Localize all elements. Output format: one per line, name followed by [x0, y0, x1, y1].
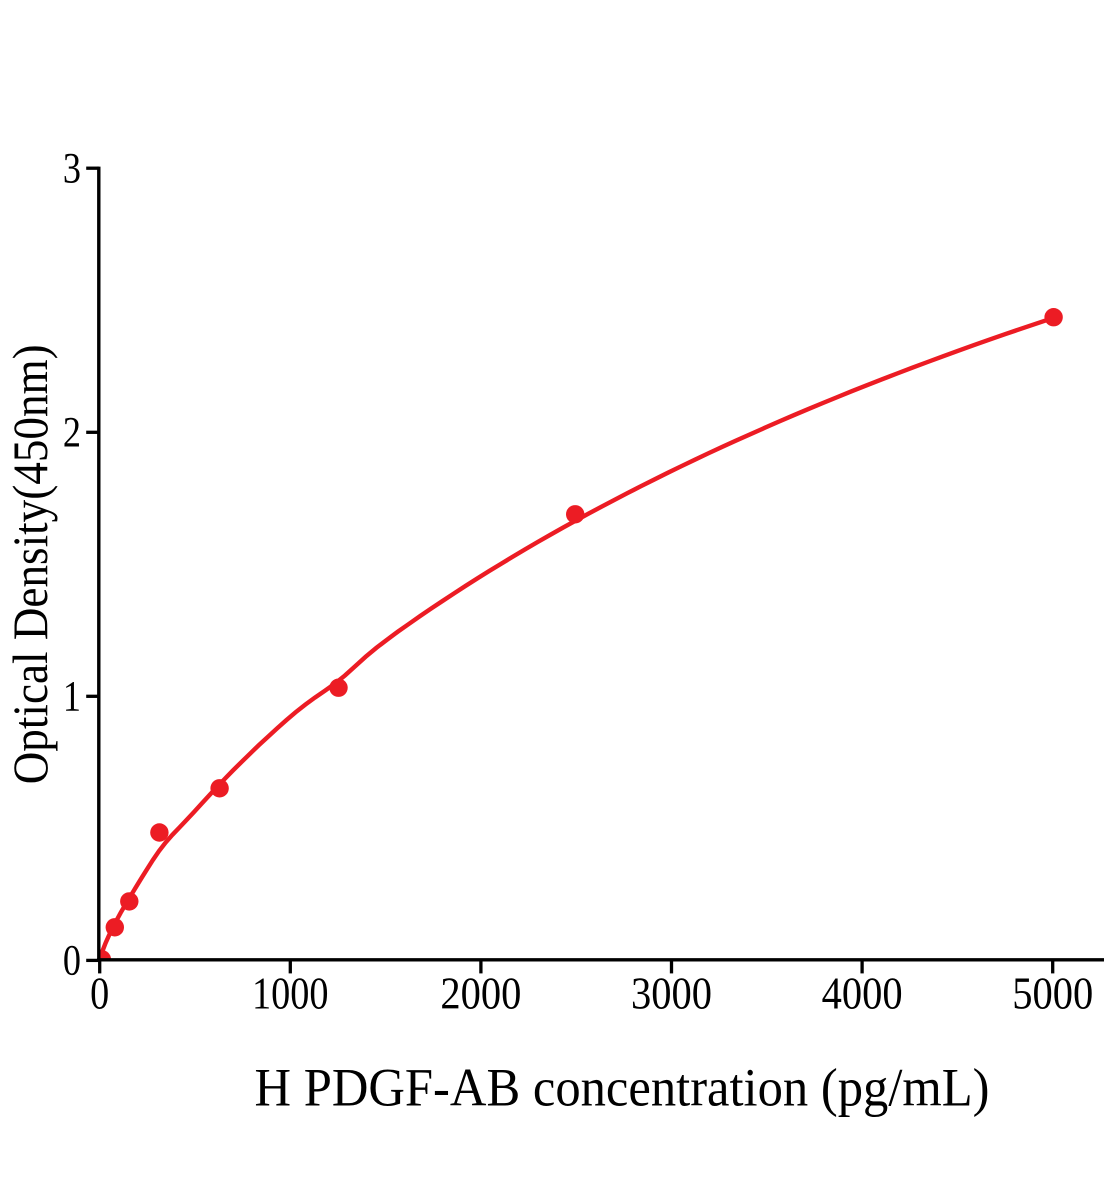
svg-text:4000: 4000 — [822, 969, 903, 1019]
svg-text:0: 0 — [90, 969, 109, 1019]
svg-text:1: 1 — [63, 674, 81, 721]
svg-text:1000: 1000 — [252, 969, 329, 1019]
svg-text:H PDGF-AB concentration (pg/mL: H PDGF-AB concentration (pg/mL) — [255, 1057, 990, 1117]
svg-text:3000: 3000 — [631, 969, 712, 1019]
svg-text:0: 0 — [63, 938, 81, 985]
svg-text:Optical Density(450nm): Optical Density(450nm) — [2, 344, 58, 784]
svg-text:3: 3 — [63, 145, 81, 192]
svg-text:5000: 5000 — [1012, 969, 1093, 1019]
svg-text:2000: 2000 — [440, 969, 521, 1019]
svg-text:2: 2 — [63, 410, 81, 457]
